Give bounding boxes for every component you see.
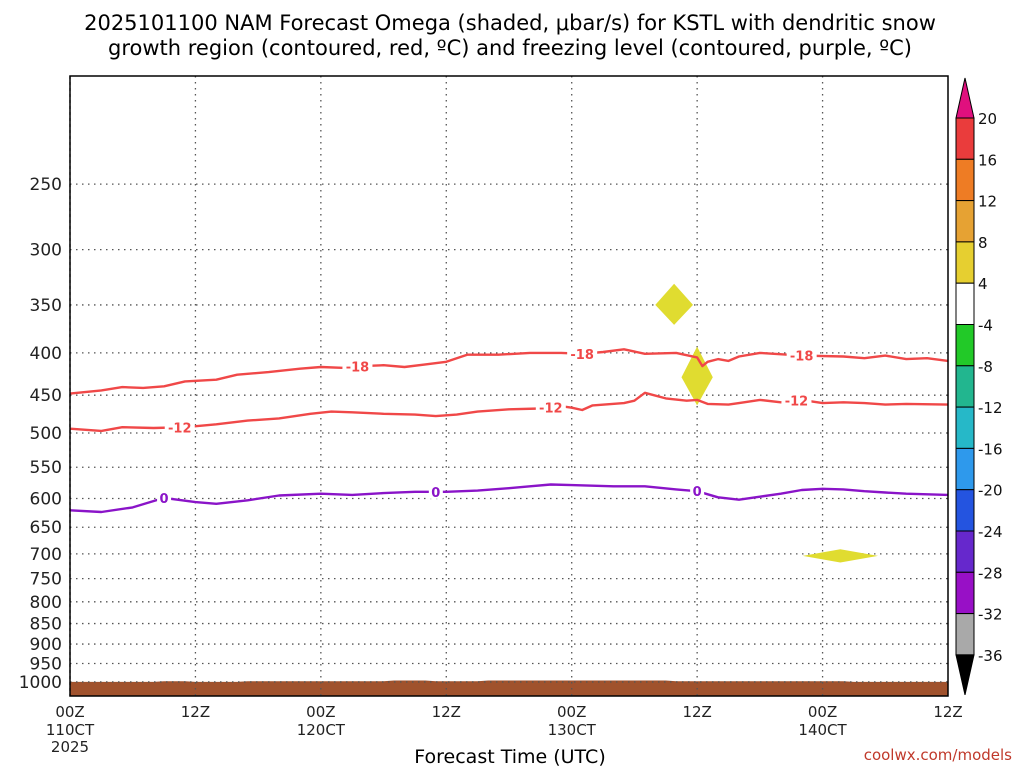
colorbar-label-4: 4 xyxy=(978,275,988,293)
x-tick-24h: 00Z xyxy=(306,703,335,721)
x-tick-36h: 12Z xyxy=(432,703,461,721)
plot-area: 2503003504004505005506006507007508008509… xyxy=(19,75,963,756)
contour-label-bg-1-1 xyxy=(535,399,566,415)
colorbar-segment-1 xyxy=(955,158,975,202)
chart-title-line2: growth region (contoured, red, ºC) and f… xyxy=(108,36,912,60)
y-tick-900: 900 xyxy=(30,635,62,655)
contour-label-0-1: -18 xyxy=(570,348,594,363)
y-tick-750: 750 xyxy=(30,570,62,590)
x-axis-title: Forecast Time (UTC) xyxy=(414,746,605,768)
colorbar-label-11: -28 xyxy=(978,564,1003,582)
y-tick-250: 250 xyxy=(30,175,62,195)
colorbar-segment-9 xyxy=(955,489,975,532)
contour-label-2-0: 0 xyxy=(160,492,169,507)
x-tick-12h: 12Z xyxy=(181,703,210,721)
colorbar-top-arrow xyxy=(955,77,975,119)
y-tick-550: 550 xyxy=(30,458,62,478)
colorbar-label-5: -4 xyxy=(978,317,993,335)
colorbar-segment-8 xyxy=(955,447,975,491)
contour-label-1-1: -12 xyxy=(539,401,563,416)
x-tick-year: 2025 xyxy=(51,738,89,756)
y-tick-400: 400 xyxy=(30,344,62,364)
contour-label-1-0: -12 xyxy=(168,421,192,436)
contour-label-0-0: -18 xyxy=(346,361,370,376)
y-tick-300: 300 xyxy=(30,241,62,261)
colorbar-label-12: -32 xyxy=(978,606,1003,624)
x-tick-84h: 12Z xyxy=(933,703,962,721)
y-tick-950: 950 xyxy=(30,654,62,674)
colorbar-label-1: 16 xyxy=(978,151,997,169)
y-tick-350: 350 xyxy=(30,296,62,316)
contour-label-bg-0-1 xyxy=(567,345,598,361)
x-tick-date-24h: 120CT xyxy=(297,721,346,739)
contour-label-2-2: 0 xyxy=(693,485,702,500)
colorbar-bottom-arrow xyxy=(955,654,975,696)
x-tick-48h: 00Z xyxy=(557,703,586,721)
colorbar-label-0: 20 xyxy=(978,110,997,128)
contour-label-0-2: -18 xyxy=(790,350,814,365)
colorbar-segment-6 xyxy=(955,365,975,408)
plot-background xyxy=(70,76,948,696)
omega-shaded-feature-1 xyxy=(681,346,713,406)
colorbar-label-8: -16 xyxy=(978,440,1003,458)
contour-label-bg-1-0 xyxy=(164,419,195,435)
contour-label-bg-1-2 xyxy=(781,392,812,408)
contour-label-bg-2-2 xyxy=(690,483,705,499)
y-tick-850: 850 xyxy=(30,615,62,635)
contour-line-2 xyxy=(69,483,949,514)
contour-label-2-1: 0 xyxy=(431,486,440,501)
colorbar: 20 16 12 8 4 -4 -8 -12 -16 -20 -24 -28 -32 -36 xyxy=(955,77,1003,696)
x-tick-date-48h: 130CT xyxy=(548,721,597,739)
colorbar-label-2: 12 xyxy=(978,193,997,211)
contour-label-bg-2-1 xyxy=(428,483,443,499)
credit-link[interactable]: coolwx.com/models xyxy=(864,746,1012,764)
contour-label-bg-2-0 xyxy=(157,489,172,505)
colorbar-segment-7 xyxy=(955,406,975,449)
colorbar-segment-4 xyxy=(955,282,975,326)
colorbar-label-6: -8 xyxy=(978,358,993,376)
contour-label-bg-0-2 xyxy=(786,347,817,363)
y-tick-650: 650 xyxy=(30,518,62,538)
y-tick-500: 500 xyxy=(30,424,62,444)
colorbar-label-3: 8 xyxy=(978,234,988,252)
x-tick-60h: 12Z xyxy=(682,703,711,721)
colorbar-label-13: -36 xyxy=(978,647,1003,665)
y-tick-700: 700 xyxy=(30,545,62,565)
chart-title-line1: 2025101100 NAM Forecast Omega (shaded, μ… xyxy=(84,11,936,35)
colorbar-segment-12 xyxy=(955,613,975,656)
y-tick-800: 800 xyxy=(30,593,62,613)
colorbar-segment-0 xyxy=(955,117,975,160)
y-tick-1000: 1000 xyxy=(19,673,62,693)
contour-label-1-2: -12 xyxy=(785,395,809,410)
colorbar-segment-2 xyxy=(955,200,975,243)
colorbar-label-7: -12 xyxy=(978,399,1003,417)
y-tick-450: 450 xyxy=(30,386,62,406)
contour-label-bg-0-0 xyxy=(342,358,373,374)
colorbar-segment-11 xyxy=(955,571,975,615)
colorbar-segment-3 xyxy=(955,241,975,284)
x-tick-date-0h: 110CT xyxy=(46,721,95,739)
surface-terrain-fill xyxy=(70,680,948,696)
omega-shaded-feature-2 xyxy=(802,549,878,563)
plot-frame xyxy=(69,75,949,697)
x-tick-0h: 00Z xyxy=(55,703,84,721)
colorbar-segment-10 xyxy=(955,530,975,573)
colorbar-segment-5 xyxy=(955,324,975,367)
colorbar-label-10: -24 xyxy=(978,523,1003,541)
contour-line-0 xyxy=(69,348,949,395)
omega-shaded-feature-0 xyxy=(655,283,693,325)
y-tick-600: 600 xyxy=(30,489,62,509)
x-tick-date-72h: 140CT xyxy=(798,721,847,739)
x-tick-72h: 00Z xyxy=(808,703,837,721)
colorbar-label-9: -20 xyxy=(978,482,1003,500)
